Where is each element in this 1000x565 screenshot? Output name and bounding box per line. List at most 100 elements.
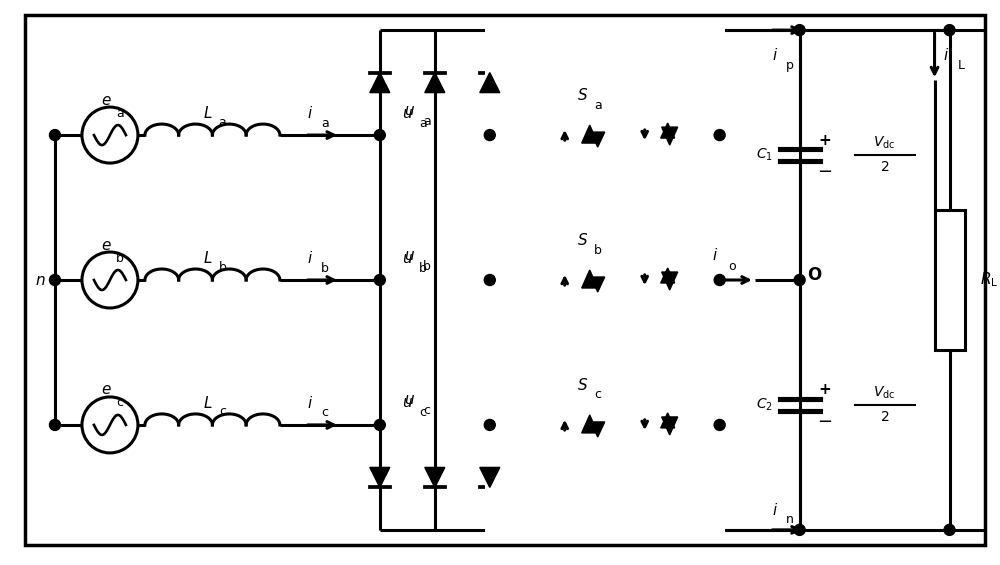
Text: $S$: $S$: [589, 89, 600, 105]
Text: $i$: $i$: [307, 395, 313, 411]
Text: a: a: [116, 107, 124, 120]
Text: $S$: $S$: [577, 87, 588, 103]
Text: $L$: $L$: [203, 250, 212, 266]
Circle shape: [794, 25, 805, 36]
Text: c: c: [423, 405, 430, 418]
Text: $-$: $-$: [817, 411, 832, 429]
Polygon shape: [591, 422, 605, 437]
Circle shape: [944, 524, 955, 536]
Polygon shape: [662, 272, 678, 290]
Text: a: a: [321, 116, 329, 129]
Text: c: c: [116, 397, 123, 410]
Text: a: a: [594, 98, 602, 111]
Polygon shape: [591, 277, 605, 292]
Text: $u$: $u$: [402, 396, 413, 410]
Circle shape: [714, 129, 725, 141]
Text: a: a: [609, 102, 617, 115]
Circle shape: [944, 25, 955, 36]
Text: $i$: $i$: [307, 105, 313, 121]
Polygon shape: [591, 132, 605, 147]
Text: $2$: $2$: [880, 410, 889, 424]
Circle shape: [714, 275, 725, 285]
Circle shape: [714, 419, 725, 431]
Text: b: b: [594, 244, 602, 257]
Text: $V_{\rm dc}$: $V_{\rm dc}$: [873, 135, 896, 151]
Bar: [485, 20, 725, 540]
Text: $i$: $i$: [712, 247, 718, 263]
Circle shape: [49, 129, 60, 141]
Text: +: +: [818, 133, 831, 147]
Text: n: n: [786, 514, 794, 527]
Text: $u$: $u$: [404, 393, 415, 407]
Polygon shape: [582, 125, 598, 143]
Text: c: c: [219, 406, 226, 419]
Text: $L$: $L$: [203, 395, 212, 411]
Text: $R_{\rm L}$: $R_{\rm L}$: [980, 271, 998, 289]
Circle shape: [374, 129, 385, 141]
Text: $e$: $e$: [101, 237, 111, 253]
Text: +: +: [818, 383, 831, 397]
Polygon shape: [480, 467, 500, 488]
Text: $u$: $u$: [404, 103, 415, 118]
Text: $i$: $i$: [943, 47, 950, 63]
Text: a: a: [423, 115, 431, 128]
Text: $u$: $u$: [402, 106, 413, 120]
Text: b: b: [423, 259, 431, 272]
Text: c: c: [419, 406, 426, 419]
Polygon shape: [370, 467, 390, 488]
Text: o: o: [728, 259, 735, 272]
Text: b: b: [321, 262, 329, 275]
Circle shape: [484, 129, 495, 141]
Text: $u$: $u$: [402, 250, 413, 266]
Polygon shape: [425, 72, 445, 93]
Text: $n$: $n$: [35, 272, 45, 288]
Text: b: b: [116, 251, 124, 264]
Text: $e$: $e$: [101, 93, 111, 107]
Text: $S$: $S$: [577, 232, 588, 248]
Text: $C_1$: $C_1$: [756, 147, 773, 163]
Text: $L$: $L$: [203, 105, 212, 121]
Text: $S$: $S$: [589, 234, 600, 250]
Text: b: b: [609, 246, 617, 259]
Polygon shape: [370, 72, 390, 93]
Polygon shape: [425, 467, 445, 488]
Text: $-$: $-$: [817, 161, 832, 179]
Text: $i$: $i$: [772, 47, 778, 63]
Circle shape: [374, 275, 385, 285]
Circle shape: [374, 419, 385, 431]
Polygon shape: [662, 127, 678, 145]
Text: $V_{\rm dc}$: $V_{\rm dc}$: [873, 385, 896, 401]
Circle shape: [484, 275, 495, 285]
Text: c: c: [609, 392, 616, 405]
Polygon shape: [582, 270, 598, 288]
Polygon shape: [480, 72, 500, 93]
Text: b: b: [218, 260, 226, 273]
Circle shape: [49, 419, 60, 431]
Polygon shape: [661, 268, 675, 283]
Text: O: O: [807, 266, 822, 284]
Text: c: c: [321, 406, 328, 419]
Text: $i$: $i$: [307, 250, 313, 266]
Text: $S$: $S$: [589, 379, 600, 395]
Text: $u$: $u$: [404, 247, 415, 263]
Text: c: c: [594, 389, 601, 402]
Text: b: b: [419, 262, 427, 275]
Polygon shape: [582, 415, 598, 433]
Text: L: L: [958, 59, 965, 72]
Text: $C_2$: $C_2$: [756, 397, 773, 413]
Circle shape: [794, 275, 805, 285]
Polygon shape: [661, 413, 675, 428]
Text: p: p: [786, 59, 794, 72]
Circle shape: [484, 419, 495, 431]
Text: $e$: $e$: [101, 383, 111, 397]
Circle shape: [49, 275, 60, 285]
Polygon shape: [662, 417, 678, 435]
Text: $i$: $i$: [772, 502, 778, 518]
Bar: [935, 210, 965, 350]
Text: $2$: $2$: [880, 160, 889, 174]
Text: a: a: [419, 116, 427, 129]
Polygon shape: [661, 123, 675, 138]
Text: $S$: $S$: [577, 377, 588, 393]
Circle shape: [794, 524, 805, 536]
Text: a: a: [219, 116, 226, 129]
